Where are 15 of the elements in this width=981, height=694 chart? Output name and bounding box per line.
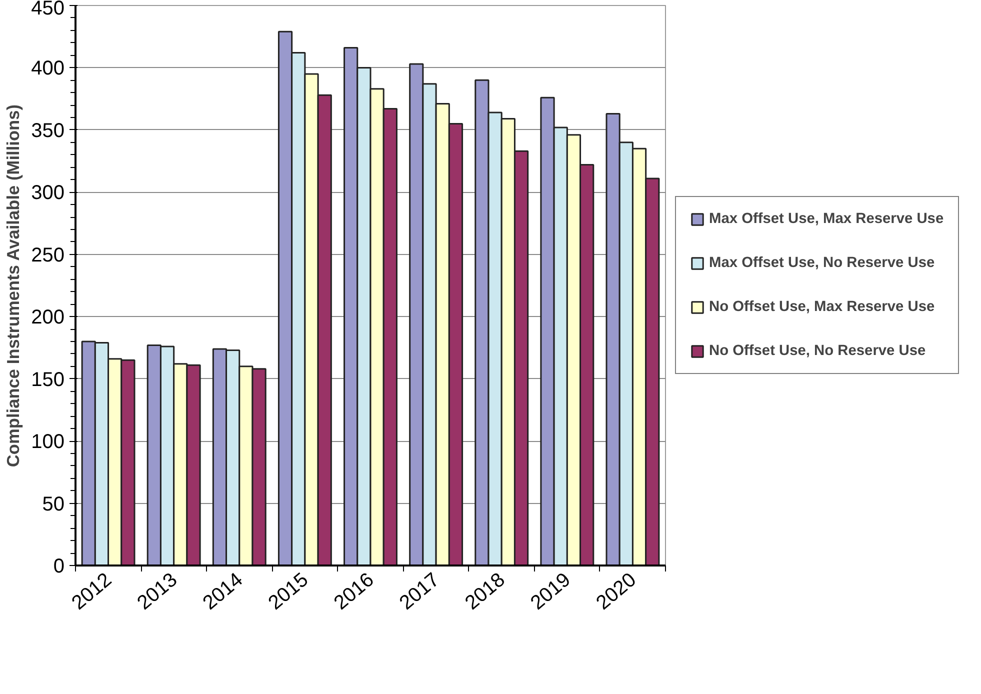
legend-label: No Offset Use, No Reserve Use [709, 343, 926, 359]
legend-label: No Offset Use, Max Reserve Use [709, 299, 935, 315]
y-tick-label: 300 [31, 182, 65, 204]
y-tick-label: 250 [31, 244, 65, 266]
legend-label: Max Offset Use, No Reserve Use [709, 255, 935, 271]
y-tick-label: 350 [31, 120, 65, 142]
y-axis-title: Compliance Instruments Available (Millions) [3, 104, 24, 468]
y-tick-label: 0 [53, 556, 64, 578]
y-tick-label: 100 [31, 431, 65, 454]
y-tick-label: 200 [31, 306, 65, 329]
y-tick-label: 50 [42, 493, 65, 516]
legend-label: Max Offset Use, Max Reserve Use [709, 211, 944, 227]
y-tick-label: 150 [31, 368, 65, 391]
y-tick-label: 450 [31, 0, 65, 20]
y-tick-label: 400 [31, 58, 65, 80]
